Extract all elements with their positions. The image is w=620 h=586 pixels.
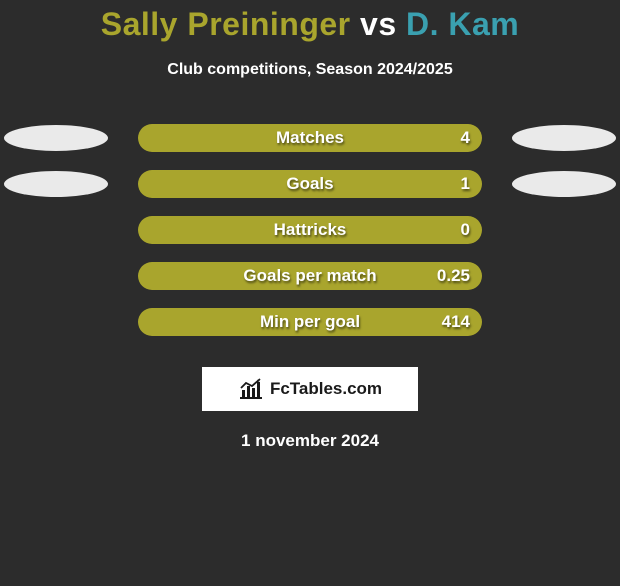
stat-row: Hattricks 0 [0,207,620,253]
player2-name: D. Kam [406,6,519,42]
stat-label: Goals [286,174,333,194]
stat-row: Matches 4 [0,115,620,161]
stat-row: Goals 1 [0,161,620,207]
logo-chart-icon [238,378,264,400]
date-text: 1 november 2024 [0,431,620,451]
stat-bar: Goals per match 0.25 [138,262,482,290]
stat-bar: Min per goal 414 [138,308,482,336]
vs-text: vs [351,6,406,42]
stat-value: 0 [461,220,470,240]
stat-value: 414 [442,312,470,332]
left-ellipse [4,171,108,197]
stat-value: 4 [461,128,470,148]
stat-label: Min per goal [260,312,360,332]
stat-bar: Hattricks 0 [138,216,482,244]
stat-row: Min per goal 414 [0,299,620,345]
stat-row: Goals per match 0.25 [0,253,620,299]
player1-name: Sally Preininger [101,6,351,42]
subtitle: Club competitions, Season 2024/2025 [0,61,620,79]
right-ellipse [512,171,616,197]
logo-box: FcTables.com [202,367,418,411]
stat-label: Matches [276,128,344,148]
stat-value: 1 [461,174,470,194]
stat-value: 0.25 [437,266,470,286]
left-ellipse [4,125,108,151]
stat-bar: Goals 1 [138,170,482,198]
stat-rows: Matches 4 Goals 1 Hattricks 0 Goals per … [0,115,620,345]
stat-label: Goals per match [243,266,376,286]
stat-bar: Matches 4 [138,124,482,152]
logo-text: FcTables.com [270,379,382,399]
comparison-title: Sally Preininger vs D. Kam [0,6,620,43]
right-ellipse [512,125,616,151]
stat-label: Hattricks [274,220,347,240]
